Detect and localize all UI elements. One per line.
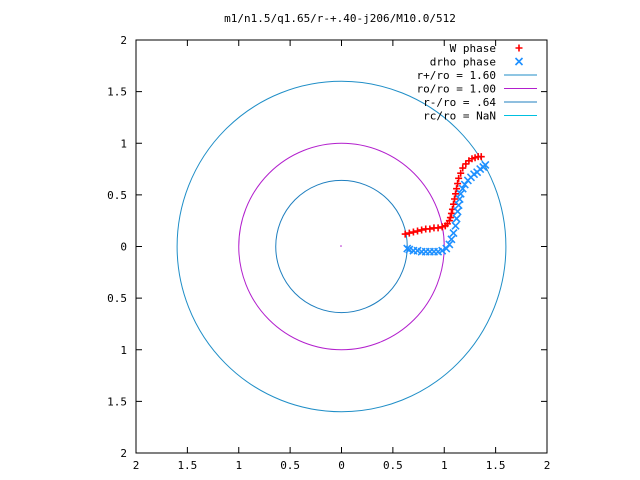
cross-marker xyxy=(456,189,465,198)
w-phase-point xyxy=(418,226,426,234)
plus-marker xyxy=(477,153,485,161)
w-phase-point xyxy=(414,227,422,235)
y-tick-label: 0.5 xyxy=(107,292,127,305)
cross-marker xyxy=(438,246,447,255)
plus-marker xyxy=(405,229,413,237)
x-tick-label: 0 xyxy=(338,459,345,472)
x-tick-label: 0.5 xyxy=(280,459,300,472)
x-tick-label: 2 xyxy=(133,459,140,472)
plus-marker xyxy=(418,226,426,234)
drho-phase-point xyxy=(481,160,490,169)
legend-label: W phase xyxy=(450,42,496,55)
cross-marker xyxy=(452,214,461,223)
x-tick-label: 1 xyxy=(235,459,242,472)
w-phase-point xyxy=(457,169,465,177)
plus-marker xyxy=(457,169,465,177)
x-tick-label: 1.5 xyxy=(177,459,197,472)
legend-label: drho phase xyxy=(430,56,496,69)
plus-marker xyxy=(449,200,457,208)
x-axis-tick-labels: 2 1.5 1 0.5 0 0.5 1 1.5 2 xyxy=(133,459,551,472)
drho-phase-point xyxy=(438,246,447,255)
drho-phase-point xyxy=(454,201,463,210)
w-phase-point xyxy=(434,224,442,232)
plus-marker xyxy=(452,190,460,198)
drho-phase-point xyxy=(447,235,456,244)
legend-plus-marker xyxy=(515,44,523,52)
plus-marker xyxy=(447,209,455,217)
drho-phase-point xyxy=(445,240,454,249)
chart-title: m1/n1.5/q1.65/r-+.40-j206/M10.0/512 xyxy=(224,12,456,25)
plus-marker xyxy=(434,224,442,232)
plus-marker xyxy=(451,195,459,203)
y-tick-label: 1 xyxy=(120,137,127,150)
legend-label: ro/ro = 1.00 xyxy=(417,83,496,96)
y-tick-label: 1.5 xyxy=(107,86,127,99)
y-tick-label: 1 xyxy=(120,344,127,357)
w-phase-point xyxy=(409,228,417,236)
x-axis-ticks xyxy=(135,40,548,453)
cross-marker xyxy=(449,229,458,238)
y-axis-tick-labels: 2 1.5 1 0.5 0 0.5 1 1.5 2 xyxy=(107,34,127,460)
drho-phase-point xyxy=(451,221,460,230)
legend-cross-marker xyxy=(514,57,524,66)
w-phase-point xyxy=(459,164,467,172)
drho-phase-point xyxy=(453,207,462,216)
x-tick-label: 1 xyxy=(441,459,448,472)
plus-marker xyxy=(453,185,461,193)
x-tick-label: 1.5 xyxy=(486,459,506,472)
x-tick-label: 2 xyxy=(544,459,551,472)
plus-marker xyxy=(455,174,463,182)
y-tick-label: 0 xyxy=(120,241,127,254)
plus-marker xyxy=(446,214,454,222)
plus-marker xyxy=(459,164,467,172)
y-tick-label: 0.5 xyxy=(107,189,127,202)
w-phase-point xyxy=(452,190,460,198)
w-phase-point xyxy=(405,229,413,237)
cross-marker xyxy=(481,160,490,169)
y-tick-label: 2 xyxy=(120,34,127,47)
cross-marker xyxy=(453,207,462,216)
y-tick-label: 1.5 xyxy=(107,395,127,408)
plus-marker xyxy=(454,180,462,188)
plus-marker xyxy=(426,225,434,233)
w-phase-point xyxy=(447,209,455,217)
origin-dot xyxy=(340,245,342,247)
w-phase-point xyxy=(451,195,459,203)
cross-marker xyxy=(451,221,460,230)
w-phase-point xyxy=(446,214,454,222)
w-phase-point xyxy=(401,230,409,238)
cross-marker xyxy=(454,201,463,210)
w-phase-point xyxy=(455,174,463,182)
phase-points xyxy=(401,153,490,256)
plus-marker xyxy=(414,227,422,235)
drho-phase-point xyxy=(452,214,461,223)
legend-label: r-/ro = .64 xyxy=(423,96,496,109)
plus-marker xyxy=(401,230,409,238)
w-phase-point xyxy=(454,180,462,188)
y-tick-label: 2 xyxy=(120,447,127,460)
legend-label: r+/ro = 1.60 xyxy=(417,69,496,82)
w-phase-point xyxy=(453,185,461,193)
drho-phase-point xyxy=(456,189,465,198)
cross-marker xyxy=(458,184,467,193)
w-phase-point xyxy=(449,200,457,208)
drho-phase-point xyxy=(449,229,458,238)
drho-phase-point xyxy=(458,184,467,193)
w-phase-point xyxy=(426,225,434,233)
circle-series xyxy=(176,80,507,413)
y-axis-ticks xyxy=(136,39,547,454)
plus-marker xyxy=(409,228,417,236)
w-phase-point xyxy=(477,153,485,161)
x-tick-label: 0.5 xyxy=(383,459,403,472)
cross-marker xyxy=(445,240,454,249)
legend-label: rc/ro = NaN xyxy=(423,110,496,123)
cross-marker xyxy=(447,235,456,244)
